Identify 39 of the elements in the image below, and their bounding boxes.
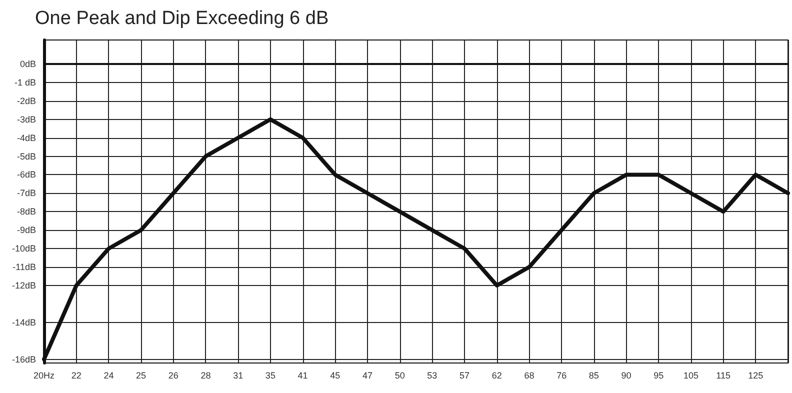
x-tick-label: 53	[427, 370, 438, 380]
x-tick-label: 26	[168, 370, 178, 380]
y-tick-label: -8dB	[16, 206, 36, 217]
x-tick-label: 22	[71, 370, 82, 380]
x-tick-label: 90	[621, 370, 632, 380]
y-tick-label: -3dB	[16, 114, 36, 124]
chart-title: One Peak and Dip Exceeding 6 dB	[35, 8, 329, 29]
x-tick-label: 85	[588, 370, 599, 380]
y-tick-label: -5dB	[16, 151, 36, 162]
x-tick-label: 31	[233, 370, 244, 380]
x-tick-label: 76	[556, 370, 567, 380]
x-tick-label: 35	[265, 370, 276, 380]
x-tick-label: 28	[200, 370, 211, 380]
y-tick-label: -1 dB	[14, 77, 36, 88]
x-tick-label: 20Hz	[33, 370, 55, 380]
x-tick-label: 95	[654, 370, 664, 380]
x-tick-label: 24	[104, 370, 114, 380]
x-tick-label: 25	[136, 370, 146, 380]
y-tick-label: -16dB	[12, 354, 36, 364]
y-tick-label: -7dB	[16, 188, 36, 198]
y-tick-label: -11dB	[12, 262, 36, 272]
x-tick-label: 125	[748, 370, 764, 380]
y-tick-label: 0dB	[20, 58, 36, 69]
x-tick-label: 47	[362, 370, 372, 380]
x-tick-label: 115	[716, 370, 730, 380]
y-tick-label: -10dB	[12, 244, 36, 254]
x-tick-label: 105	[683, 370, 698, 380]
y-tick-label: -14dB	[12, 317, 36, 328]
x-tick-label: 57	[460, 370, 470, 380]
x-tick-label: 68	[524, 370, 534, 380]
y-tick-label: -2dB	[16, 96, 36, 106]
x-tick-label: 62	[492, 370, 502, 380]
y-tick-label: -4dB	[16, 132, 36, 143]
x-tick-label: 41	[298, 370, 308, 380]
y-tick-label: -12dB	[12, 280, 36, 290]
x-tick-label: 50	[394, 370, 405, 380]
x-tick-label: 45	[330, 370, 340, 380]
y-tick-label: -6dB	[16, 170, 36, 180]
y-tick-label: -9dB	[16, 225, 36, 236]
